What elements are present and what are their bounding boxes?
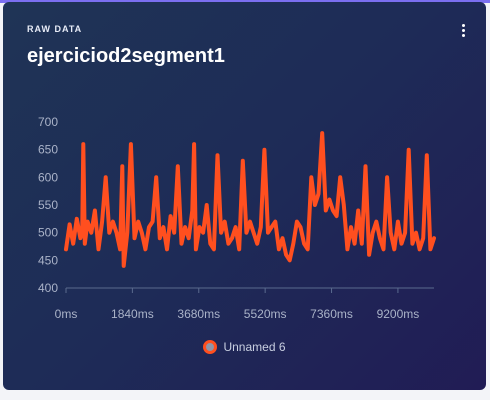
x-tick-label: 9200ms <box>377 307 420 321</box>
card-eyebrow: RAW DATA <box>27 24 83 34</box>
y-tick-label: 700 <box>38 115 58 129</box>
legend-series-label: Unnamed 6 <box>223 340 286 354</box>
x-tick-label: 7360ms <box>310 307 353 321</box>
y-tick-label: 450 <box>38 253 58 267</box>
legend-series-marker <box>203 340 218 354</box>
raw-data-line-chart: 400 450 500 550 600 650 700 0ms 1840ms 3680ms 5520… <box>38 115 436 321</box>
x-tick-label: 5520ms <box>244 307 287 321</box>
y-tick-label: 600 <box>38 170 58 184</box>
raw-data-card: RAW DATA ejerciciod2segment1 400 450 500 55… <box>3 2 486 390</box>
x-tick-label: 1840ms <box>111 307 154 321</box>
top-accent-bar <box>0 0 490 3</box>
y-tick-label: 400 <box>38 281 58 295</box>
menu-dot <box>461 24 465 27</box>
y-tick-label: 650 <box>38 143 58 157</box>
x-tick-label: 0ms <box>55 307 78 321</box>
chart-legend[interactable]: Unnamed 6 <box>3 340 486 354</box>
y-tick-label: 500 <box>38 226 58 240</box>
menu-dot <box>461 34 465 37</box>
x-tick-label: 3680ms <box>177 307 220 321</box>
menu-dot <box>461 29 465 32</box>
series-line <box>64 131 436 268</box>
y-tick-label: 550 <box>38 198 58 212</box>
kebab-menu-icon[interactable] <box>458 24 468 40</box>
card-title: ejerciciod2segment1 <box>27 45 225 67</box>
